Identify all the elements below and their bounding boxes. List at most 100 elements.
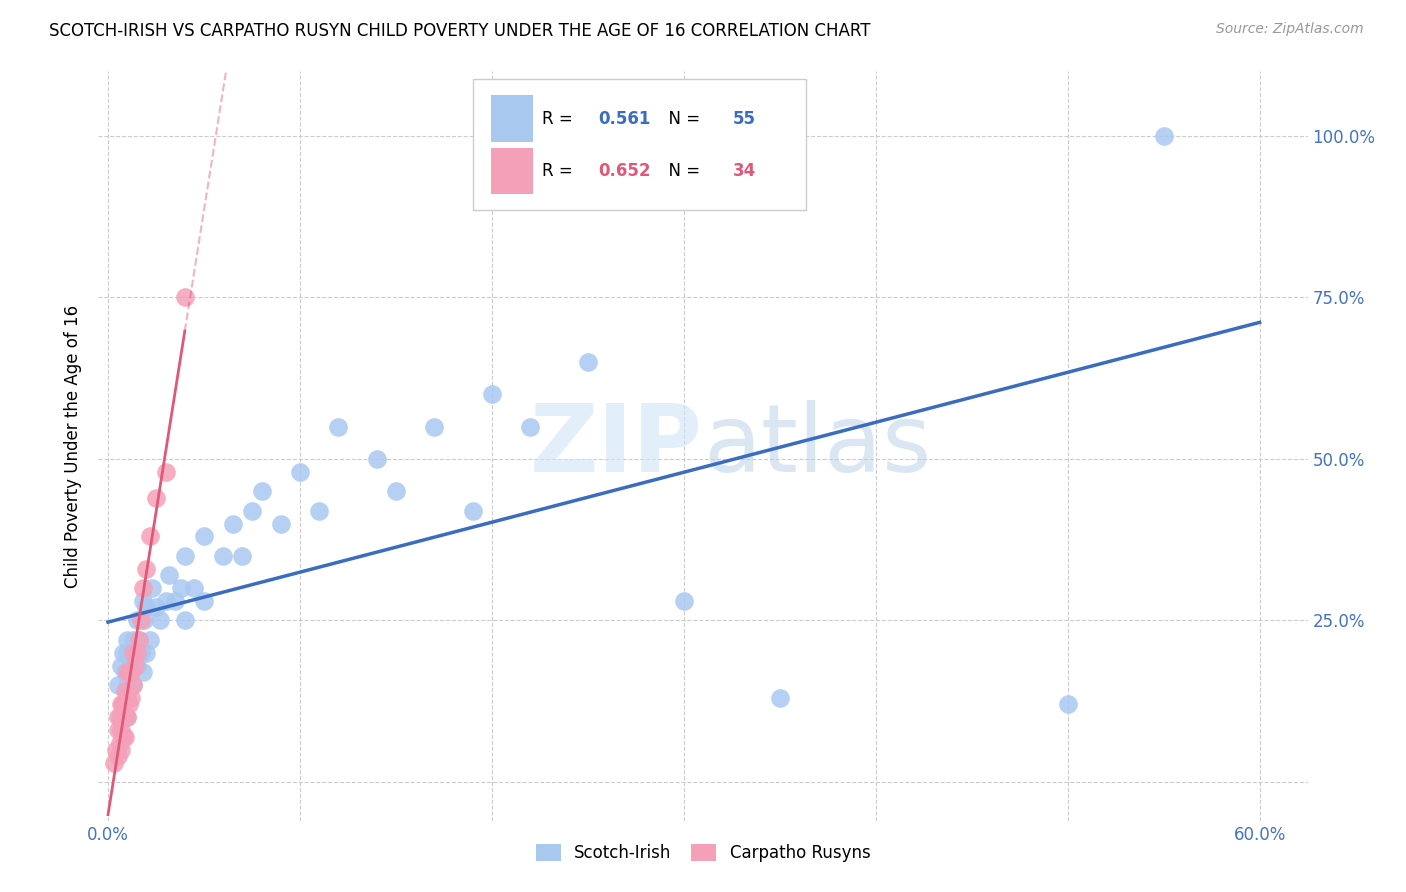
Point xyxy=(125,646,148,660)
Point xyxy=(107,723,129,738)
Point xyxy=(173,549,195,563)
Point xyxy=(135,600,157,615)
Point xyxy=(124,658,146,673)
Point xyxy=(222,516,245,531)
Point xyxy=(103,756,125,770)
Point xyxy=(129,614,152,628)
Point xyxy=(461,503,484,517)
Point xyxy=(114,710,136,724)
Point xyxy=(107,749,129,764)
Point xyxy=(165,594,187,608)
Point xyxy=(115,665,138,679)
Point xyxy=(120,690,142,705)
Point xyxy=(270,516,292,531)
Point xyxy=(1153,128,1175,143)
Point xyxy=(159,568,181,582)
Point xyxy=(125,658,148,673)
Point xyxy=(308,503,330,517)
Point xyxy=(114,665,136,679)
Point xyxy=(115,710,138,724)
Text: ZIP: ZIP xyxy=(530,400,703,492)
Point xyxy=(155,465,177,479)
Point xyxy=(769,690,792,705)
Point xyxy=(107,678,129,692)
Point xyxy=(170,581,193,595)
Point xyxy=(112,730,135,744)
Point xyxy=(135,562,157,576)
Text: atlas: atlas xyxy=(703,400,931,492)
Point xyxy=(155,594,177,608)
Point xyxy=(110,742,132,756)
Point xyxy=(193,529,215,543)
Point xyxy=(115,678,138,692)
Point xyxy=(141,581,163,595)
Point xyxy=(519,419,541,434)
Point xyxy=(122,678,145,692)
Point xyxy=(423,419,446,434)
FancyBboxPatch shape xyxy=(492,95,533,142)
Point xyxy=(250,484,273,499)
Point xyxy=(128,632,150,647)
Point xyxy=(1056,698,1078,712)
Point xyxy=(118,665,141,679)
Point xyxy=(131,581,153,595)
Point xyxy=(173,290,195,304)
Point xyxy=(139,529,162,543)
Point xyxy=(145,491,167,505)
Point xyxy=(110,723,132,738)
Text: 0.561: 0.561 xyxy=(598,110,650,128)
Text: 0.652: 0.652 xyxy=(598,162,651,180)
Point xyxy=(115,646,138,660)
Text: SCOTCH-IRISH VS CARPATHO RUSYN CHILD POVERTY UNDER THE AGE OF 16 CORRELATION CHA: SCOTCH-IRISH VS CARPATHO RUSYN CHILD POV… xyxy=(49,22,870,40)
Point xyxy=(115,632,138,647)
Point xyxy=(115,690,138,705)
Point xyxy=(104,742,127,756)
Text: R =: R = xyxy=(543,110,578,128)
Point xyxy=(288,465,311,479)
Point xyxy=(672,594,695,608)
Text: 55: 55 xyxy=(734,110,756,128)
Point xyxy=(114,684,136,698)
Point xyxy=(122,646,145,660)
Point xyxy=(149,614,172,628)
Y-axis label: Child Poverty Under the Age of 16: Child Poverty Under the Age of 16 xyxy=(65,304,83,588)
Point xyxy=(139,632,162,647)
Point xyxy=(110,698,132,712)
Point xyxy=(124,646,146,660)
Point xyxy=(129,646,152,660)
Legend: Scotch-Irish, Carpatho Rusyns: Scotch-Irish, Carpatho Rusyns xyxy=(529,837,877,869)
Point xyxy=(108,710,131,724)
Point xyxy=(115,710,138,724)
Point xyxy=(108,736,131,750)
Point xyxy=(183,581,205,595)
Point xyxy=(120,658,142,673)
Text: N =: N = xyxy=(658,162,706,180)
Text: R =: R = xyxy=(543,162,578,180)
Point xyxy=(125,614,148,628)
Point xyxy=(114,730,136,744)
Point xyxy=(240,503,263,517)
Point xyxy=(112,646,135,660)
Point xyxy=(366,451,388,466)
Point xyxy=(131,665,153,679)
Point xyxy=(212,549,235,563)
Point xyxy=(110,658,132,673)
Point xyxy=(122,678,145,692)
Point xyxy=(120,665,142,679)
FancyBboxPatch shape xyxy=(474,78,806,210)
Text: Source: ZipAtlas.com: Source: ZipAtlas.com xyxy=(1216,22,1364,37)
FancyBboxPatch shape xyxy=(492,148,533,194)
Point xyxy=(112,698,135,712)
Point xyxy=(231,549,253,563)
Point xyxy=(118,698,141,712)
Point xyxy=(173,614,195,628)
Point xyxy=(128,632,150,647)
Text: 34: 34 xyxy=(734,162,756,180)
Point xyxy=(145,600,167,615)
Point xyxy=(385,484,408,499)
Point xyxy=(107,710,129,724)
Point xyxy=(576,355,599,369)
Point xyxy=(481,387,503,401)
Point xyxy=(112,698,135,712)
Point xyxy=(135,646,157,660)
